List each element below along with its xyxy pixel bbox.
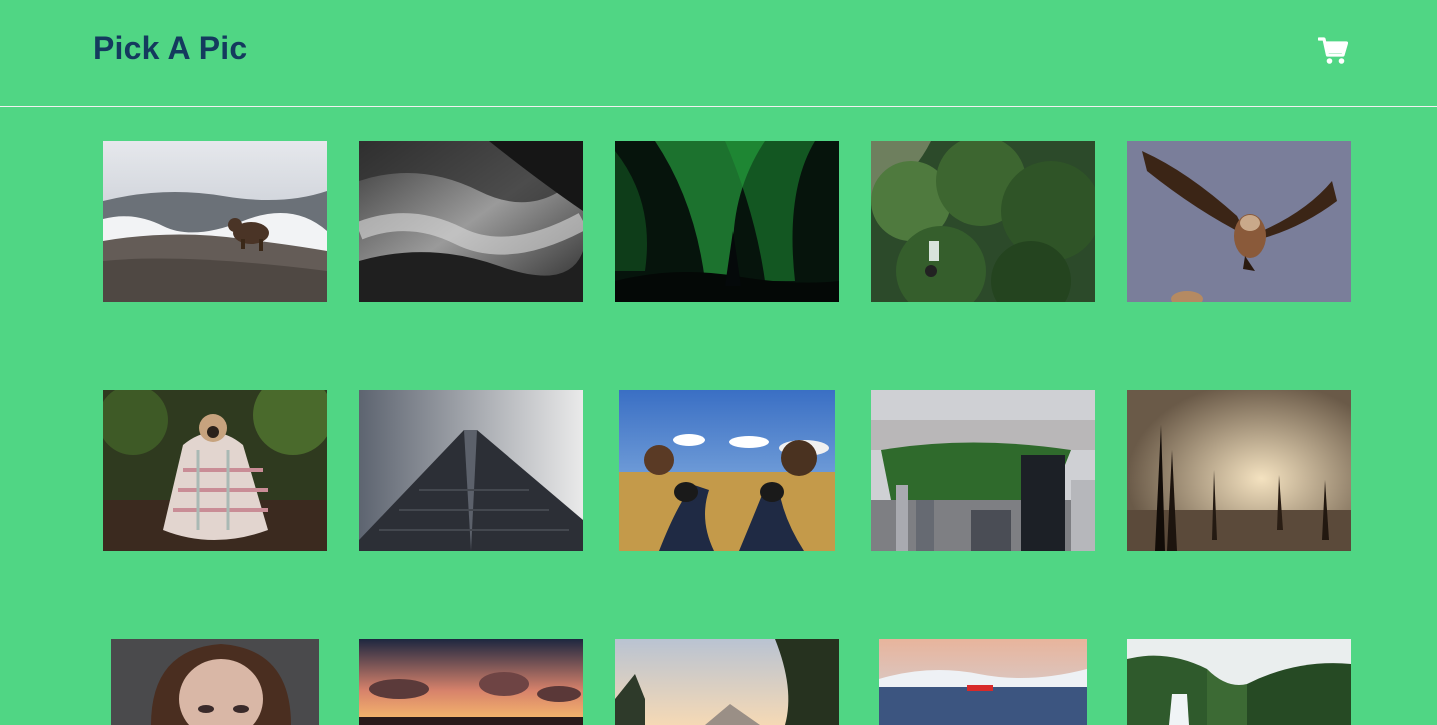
photo-thumbnail[interactable] [871, 390, 1095, 551]
photo-thumbnail[interactable] [619, 390, 835, 551]
photo-thumbnail[interactable] [1127, 390, 1351, 551]
photo-thumbnail[interactable] [359, 639, 583, 725]
photo-thumbnail[interactable] [1127, 639, 1351, 725]
photo-thumbnail[interactable] [879, 639, 1087, 725]
photo-thumbnail[interactable] [103, 141, 327, 302]
photo-thumbnail[interactable] [1127, 141, 1351, 302]
header: Pick A Pic [0, 0, 1437, 107]
photo-thumbnail[interactable] [871, 141, 1095, 302]
shopping-cart-icon[interactable] [1317, 37, 1349, 65]
photo-thumbnail[interactable] [103, 390, 327, 551]
photo-thumbnail[interactable] [615, 639, 839, 725]
photo-thumbnail[interactable] [615, 141, 839, 302]
site-title[interactable]: Pick A Pic [93, 30, 248, 66]
photo-thumbnail[interactable] [359, 141, 583, 302]
photo-thumbnail[interactable] [111, 639, 319, 725]
photo-thumbnail[interactable] [359, 390, 583, 551]
